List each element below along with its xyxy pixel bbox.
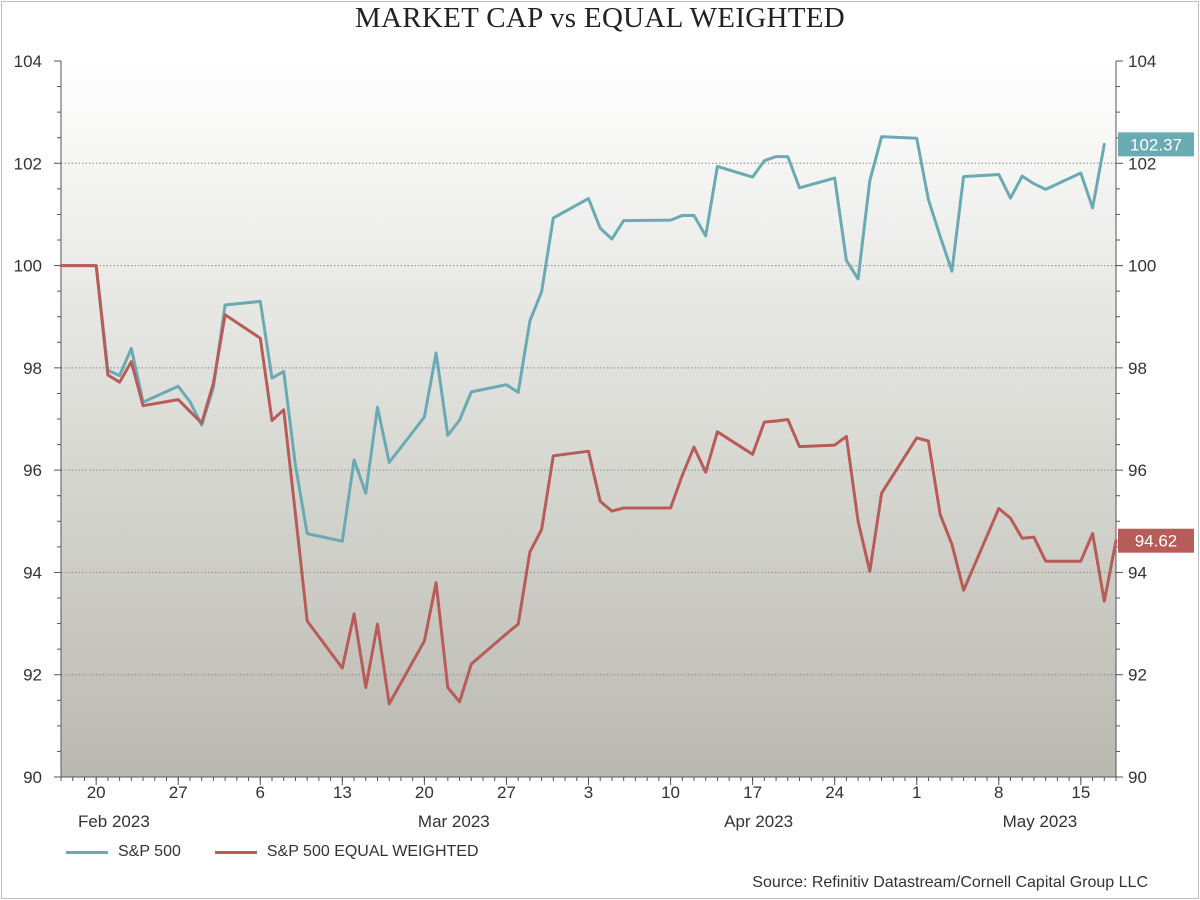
- y-tick-label-right: 90: [1128, 768, 1147, 787]
- x-tick-label: 20: [87, 783, 106, 802]
- x-tick-label: 15: [1071, 783, 1090, 802]
- y-tick-label-right: 96: [1128, 461, 1147, 480]
- y-tick-label-right: 94: [1128, 563, 1147, 582]
- y-tick-label-right: 100: [1128, 257, 1156, 276]
- x-month-label: Feb 2023: [78, 812, 150, 831]
- legend-label-sp500-equal: S&P 500 EQUAL WEIGHTED: [266, 843, 479, 860]
- x-tick-label: 13: [333, 783, 352, 802]
- y-tick-label-left: 100: [14, 257, 42, 276]
- x-tick-label: 6: [256, 783, 265, 802]
- end-value-badge: [1118, 528, 1194, 553]
- legend-item-sp500-equal: S&P 500 EQUAL WEIGHTED: [214, 843, 479, 861]
- series-line-sp500: [59, 135, 1106, 543]
- y-tick-label-left: 90: [23, 768, 42, 787]
- end-value-label: 102.37: [1130, 135, 1182, 154]
- x-tick-label: 27: [497, 783, 516, 802]
- y-tick-label-right: 104: [1128, 52, 1156, 71]
- x-tick-label: 27: [169, 783, 188, 802]
- source-note: Source: Refinitiv Datastream/Cornell Cap…: [752, 874, 1148, 891]
- legend: S&P 500 S&P 500 EQUAL WEIGHTED: [66, 843, 479, 861]
- y-tick-label-left: 92: [23, 666, 42, 685]
- x-month-label: May 2023: [1003, 812, 1078, 831]
- y-tick-label-right: 98: [1128, 359, 1147, 378]
- legend-label-sp500: S&P 500: [118, 843, 181, 860]
- y-tick-label-left: 104: [14, 52, 42, 71]
- legend-item-sp500: S&P 500: [66, 843, 181, 861]
- y-tick-label-right: 102: [1128, 154, 1156, 173]
- x-tick-label: 20: [415, 783, 434, 802]
- series-line-sp500-equal: [59, 264, 1118, 706]
- end-value-badge: [1118, 132, 1194, 157]
- end-value-label: 94.62: [1135, 532, 1178, 551]
- y-tick-label-left: 102: [14, 154, 42, 173]
- plot-area: [61, 61, 1116, 777]
- x-tick-label: 3: [584, 783, 593, 802]
- y-tick-label-left: 94: [23, 563, 42, 582]
- y-tick-label-left: 98: [23, 359, 42, 378]
- x-tick-label: 17: [743, 783, 762, 802]
- x-tick-label: 1: [912, 783, 921, 802]
- y-tick-label-right: 92: [1128, 666, 1147, 685]
- x-tick-label: 24: [825, 783, 844, 802]
- legend-swatch-sp500: [66, 850, 108, 854]
- x-month-label: Apr 2023: [724, 812, 793, 831]
- y-tick-label-left: 96: [23, 461, 42, 480]
- chart-title: MARKET CAP vs EQUAL WEIGHTED: [354, 2, 846, 34]
- x-month-label: Mar 2023: [418, 812, 490, 831]
- x-tick-label: 8: [994, 783, 1003, 802]
- legend-swatch-sp500-equal: [214, 850, 257, 854]
- x-tick-label: 10: [661, 783, 680, 802]
